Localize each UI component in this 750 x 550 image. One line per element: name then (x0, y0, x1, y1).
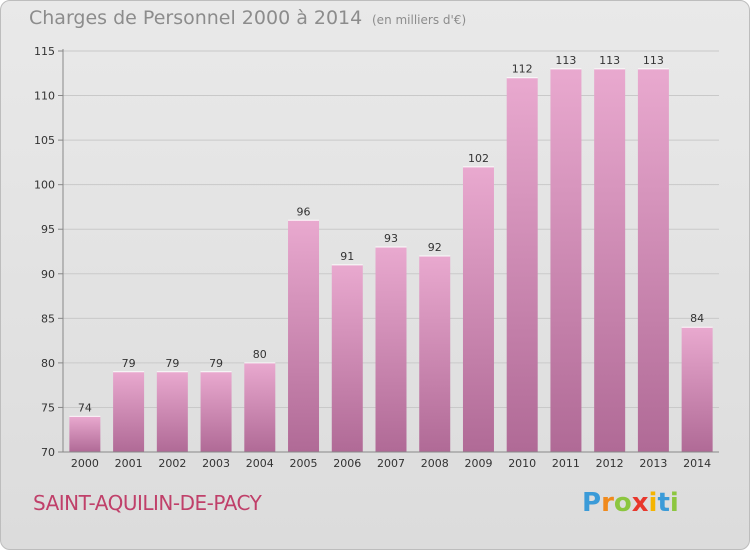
bar-2008 (419, 255, 451, 452)
y-tick-label: 85 (41, 312, 55, 325)
chart-title: Charges de Personnel 2000 à 2014 (29, 7, 363, 29)
x-tick-label-2003: 2003 (202, 457, 230, 470)
data-label-2001: 79 (122, 357, 136, 370)
axes: 70 75 80 85 90 95 100 105 110 115 2000 2001 2002 2003… (34, 45, 719, 470)
y-tick-label: 105 (34, 134, 55, 147)
bar-2000 (69, 416, 101, 452)
data-label-2004: 80 (253, 348, 267, 361)
x-tick-label-2004: 2004 (246, 457, 274, 470)
x-tick-label-2001: 2001 (115, 457, 143, 470)
chart-subtitle: (en milliers d'€) (372, 13, 467, 27)
bars: 74 79 79 79 80 96 91 93 92 102 112 113 113 113 84 (69, 54, 713, 453)
y-tick-label: 95 (41, 223, 55, 236)
y-tick-label: 90 (41, 268, 55, 281)
x-tick-label-2010: 2010 (508, 457, 536, 470)
data-label-2009: 102 (468, 152, 489, 165)
data-label-2005: 96 (297, 205, 311, 218)
data-label-2012: 113 (599, 54, 620, 67)
x-tick-label-2002: 2002 (158, 457, 186, 470)
data-label-2002: 79 (165, 357, 179, 370)
x-tick-label-2012: 2012 (596, 457, 624, 470)
x-tick-label-2008: 2008 (421, 457, 449, 470)
data-label-2003: 79 (209, 357, 223, 370)
y-tick-label: 110 (34, 90, 55, 103)
data-label-2011: 113 (555, 54, 576, 67)
data-label-2014: 84 (690, 312, 704, 325)
data-label-2013: 113 (643, 54, 664, 67)
bar-2012 (594, 68, 626, 453)
y-tick-label: 115 (34, 45, 55, 58)
bar-2006 (331, 264, 363, 452)
y-tick-label: 70 (41, 446, 55, 459)
x-tick-label-2013: 2013 (639, 457, 667, 470)
x-tick-label-2005: 2005 (290, 457, 318, 470)
bar-2002 (156, 371, 188, 452)
bar-2009 (462, 166, 494, 452)
x-tick-label-2009: 2009 (464, 457, 492, 470)
data-label-2000: 74 (78, 401, 92, 414)
bar-2004 (244, 362, 276, 452)
bar-2011 (550, 68, 582, 453)
y-tick-label: 75 (41, 401, 55, 414)
x-tick-label-2014: 2014 (683, 457, 711, 470)
x-tick-label-2006: 2006 (333, 457, 361, 470)
y-tick-label: 100 (34, 179, 55, 192)
bar-2003 (200, 371, 232, 452)
data-label-2010: 112 (512, 63, 533, 76)
proxiti-logo: Proxiti (582, 488, 679, 518)
bar-2010 (506, 77, 538, 452)
x-tick-label-2007: 2007 (377, 457, 405, 470)
bar-2013 (637, 68, 669, 453)
data-label-2006: 91 (340, 250, 354, 263)
bar-2007 (375, 247, 407, 452)
bar-2014 (681, 327, 713, 452)
x-tick-label-2011: 2011 (552, 457, 580, 470)
x-tick-label-2000: 2000 (71, 457, 99, 470)
bar-2005 (288, 220, 320, 452)
data-label-2007: 93 (384, 232, 398, 245)
commune-name: SAINT-AQUILIN-DE-PACY (33, 491, 262, 515)
data-label-2008: 92 (428, 241, 442, 254)
y-tick-label: 80 (41, 357, 55, 370)
bar-2001 (113, 371, 145, 452)
